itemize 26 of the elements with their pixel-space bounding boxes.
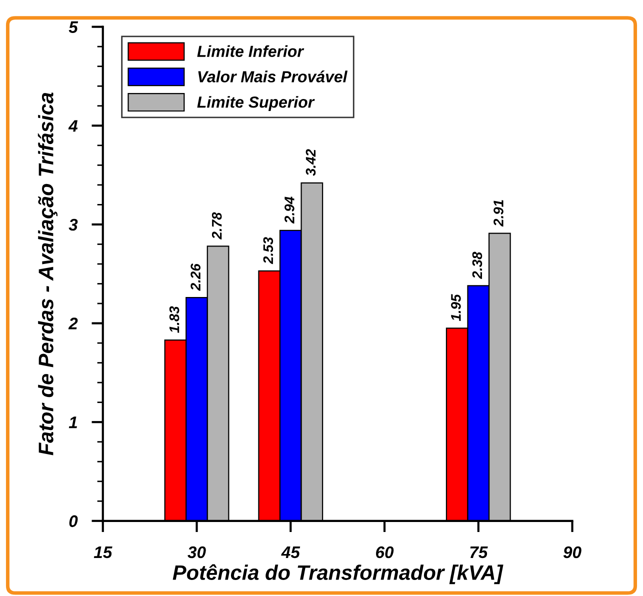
data-label: 2.91	[494, 200, 504, 227]
x-tick-label: 60	[376, 546, 394, 558]
y-tick-label: 0	[69, 515, 78, 528]
data-label: 3.42	[306, 149, 316, 176]
legend-label: Limite Inferior	[197, 45, 304, 58]
x-axis-title: Potência do Transformador [kVA]	[172, 564, 504, 584]
x-tick-label: 90	[563, 546, 582, 558]
data-label: 1.83	[169, 306, 180, 333]
data-label: 1.95	[451, 294, 461, 322]
legend-label: Limite Superior	[197, 96, 315, 111]
data-label: 2.94	[284, 196, 294, 224]
data-label: 2.53	[263, 237, 274, 264]
y-tick-label: 2	[68, 318, 78, 330]
data-label: 2.38	[472, 252, 482, 279]
y-tick-label: 5	[68, 21, 78, 34]
y-tick-label: 4	[68, 120, 78, 132]
y-axis-title: Fator de Perdas - Avaliação Trifásica	[38, 92, 58, 456]
x-tick-label: 45	[281, 546, 300, 558]
x-tick-label: 30	[188, 546, 206, 558]
y-tick-label: 3	[68, 218, 78, 231]
x-tick-label: 15	[94, 546, 112, 558]
data-label: 2.26	[190, 264, 200, 291]
legend-label: Valor Mais Provável	[198, 70, 348, 82]
x-tick-label: 75	[470, 546, 488, 558]
y-tick-label: 1	[68, 416, 77, 428]
data-label: 2.78	[212, 212, 222, 240]
